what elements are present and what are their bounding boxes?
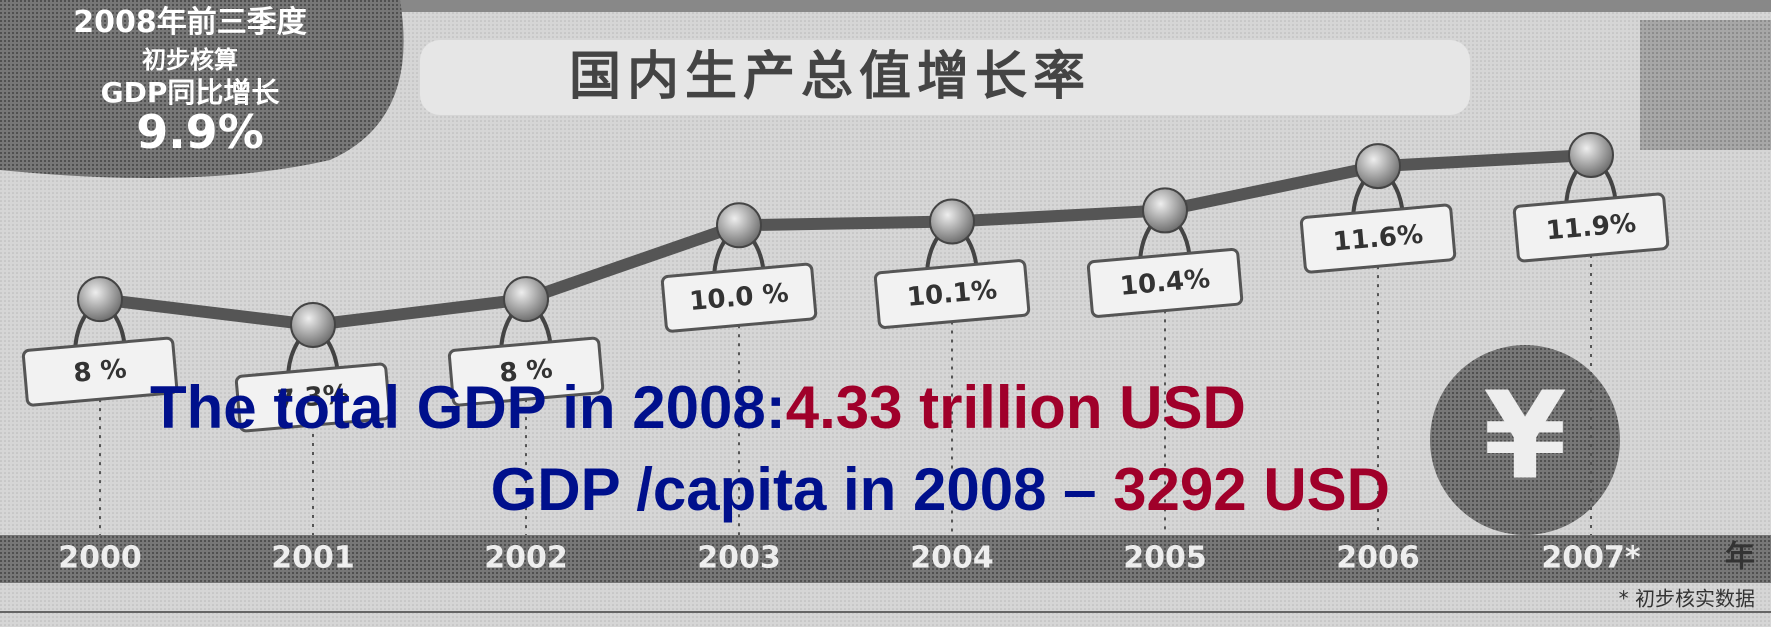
point (503, 276, 549, 323)
point (1142, 187, 1188, 234)
point (1568, 132, 1614, 178)
badge-text: 2008年前三季度 (73, 5, 307, 40)
title-bg (420, 40, 1470, 115)
annotation-value: 3292 USD (1113, 456, 1390, 523)
label-box (1299, 203, 1457, 274)
footnote: * 初步核实数据 (1619, 587, 1755, 611)
point (929, 198, 975, 245)
annotation-lead: GDP /capita in 2008 – (491, 456, 1114, 523)
yuan-sign: ¥ (1483, 368, 1567, 507)
x-tick-label: 2006 (1336, 541, 1420, 576)
annotation: The total GDP in 2008:4.33 trillion USD (150, 374, 1246, 441)
yuan-coin (1430, 345, 1620, 535)
label-box (873, 259, 1031, 329)
x-tick-label: 2005 (1123, 541, 1207, 576)
year-band (0, 535, 1771, 583)
label-box (660, 262, 818, 333)
x-tick-label: 2001 (271, 541, 355, 576)
annotation-value: 4.33 trillion USD (786, 374, 1246, 441)
x-tick-label: 2004 (910, 541, 994, 576)
badge-bg (0, 0, 404, 178)
top-band (0, 0, 1771, 12)
label-box (21, 336, 179, 407)
value-label: 7.3% (276, 379, 350, 415)
x-tick-label: 2003 (697, 541, 781, 576)
badge-text: GDP同比增长 (101, 76, 280, 109)
label-box (447, 336, 605, 407)
annotation: GDP /capita in 2008 – 3292 USD (491, 456, 1390, 523)
x-tick-label: 2007* (1541, 541, 1640, 576)
chart-title: 国内生产总值增长率 (569, 47, 1091, 107)
badge-value: 9.9% (136, 105, 264, 159)
annotation-lead: The total GDP in 2008: (150, 374, 786, 441)
label-box (1512, 192, 1670, 263)
label-box (234, 362, 392, 433)
line (99, 149, 1592, 332)
x-tick-label: 2002 (484, 541, 568, 576)
point (77, 276, 123, 323)
badge-text: 初步核算 (142, 46, 238, 74)
point (1355, 143, 1401, 190)
point (716, 202, 762, 249)
decoration (1640, 20, 1771, 150)
x-tick-label: 2000 (58, 541, 142, 576)
x-unit: 年 (1725, 540, 1755, 575)
label-box (1086, 248, 1244, 318)
value-label: 8 % (498, 354, 554, 389)
value-label: 8 % (72, 354, 128, 389)
point (290, 302, 336, 348)
